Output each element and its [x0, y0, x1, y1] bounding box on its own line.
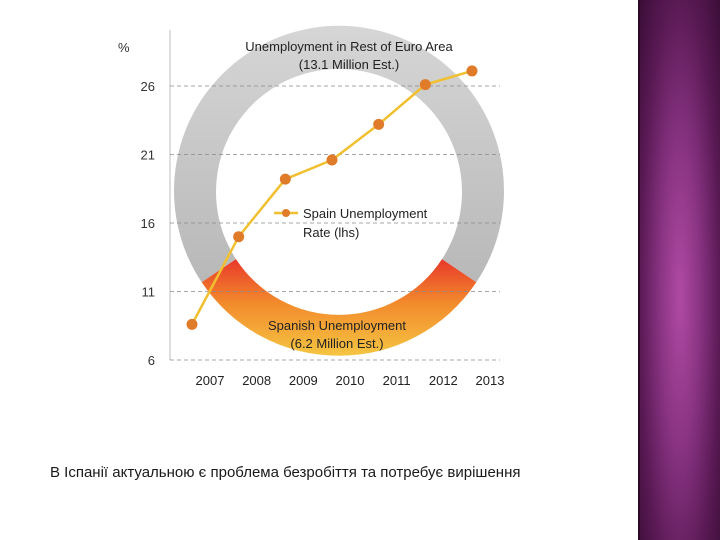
legend: Spain Unemployment Rate (lhs) [274, 206, 428, 240]
data-point-2010 [326, 154, 338, 166]
x-tick-label-2008: 2008 [242, 373, 271, 388]
x-tick-label-2013: 2013 [476, 373, 505, 388]
x-tick-label-2012: 2012 [429, 373, 458, 388]
unemployment-chart: 6 11 16 21 26 2007 2008 2009 2010 2011 2012 2013 %… [118, 25, 505, 388]
x-tick-label-2009: 2009 [289, 373, 318, 388]
side-band-edge [638, 0, 640, 540]
ring-warm-segment [201, 259, 477, 356]
legend-marker-swatch [282, 209, 290, 217]
annotation-rest-of-euro: Unemployment in Rest of Euro Area (13.1 … [245, 39, 453, 72]
y-tick-label-21: 21 [141, 148, 155, 163]
legend-label-line1: Spain Unemployment [303, 206, 428, 221]
ring-gray-segment [174, 25, 504, 283]
data-point-2008 [233, 231, 245, 243]
series-spain-unemployment [186, 65, 478, 330]
annotation-spain-line1: Spanish Unemployment [268, 318, 406, 333]
annotation-spanish: Spanish Unemployment (6.2 Million Est.) [268, 318, 406, 351]
gridlines [170, 85, 500, 361]
slide-caption: В Іспанії актуальною є проблема безробіт… [50, 464, 521, 481]
y-tick-label-6: 6 [148, 353, 155, 368]
data-point-2011 [373, 118, 385, 130]
y-tick-labels: 6 11 16 21 26 [141, 79, 155, 368]
annotation-spain-line2: (6.2 Million Est.) [290, 336, 383, 351]
data-point-2013 [466, 65, 478, 77]
decorative-side-band [640, 0, 720, 540]
x-tick-labels: 2007 2008 2009 2010 2011 2012 2013 [196, 373, 505, 388]
y-tick-label-16: 16 [141, 216, 155, 231]
annotation-rest-line1: Unemployment in Rest of Euro Area [245, 39, 453, 54]
x-tick-label-2011: 2011 [383, 373, 411, 388]
x-tick-label-2007: 2007 [196, 373, 225, 388]
data-point-2012 [419, 79, 431, 91]
x-tick-label-2010: 2010 [336, 373, 365, 388]
data-point-2007 [186, 318, 198, 330]
legend-label-line2: Rate (lhs) [303, 225, 359, 240]
y-tick-label-11: 11 [142, 285, 156, 300]
y-axis-unit-label: % [118, 40, 130, 55]
data-point-2009 [279, 173, 291, 185]
ring-graphic [174, 25, 504, 356]
annotation-rest-line2: (13.1 Million Est.) [299, 57, 399, 72]
y-tick-label-26: 26 [141, 79, 155, 94]
